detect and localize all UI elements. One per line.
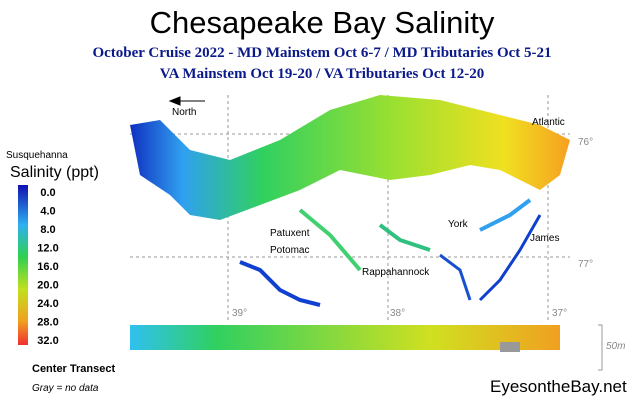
subtitle: VA Mainstem Oct 19-20 / VA Tributaries O… [160,66,484,82]
center-transect-profile [130,325,560,350]
legend-label: 28.0 [37,317,58,329]
transect-title: Center Transect [32,363,115,375]
legend-label: 8.0 [40,224,55,236]
legend-label: 0.0 [40,187,55,199]
grid-label: 37° [552,308,567,319]
place-label: Potomac [270,245,309,256]
place-label: James [530,233,559,244]
place-label: Patuxent [270,228,310,239]
legend-title: Salinity (ppt) [10,164,99,181]
place-label: Atlantic [532,117,565,128]
bay-water [130,95,570,307]
depth-scale [598,324,603,371]
grid-label: 77° [578,259,593,270]
north-arrow [168,96,205,106]
legend-label: 12.0 [37,243,58,255]
grid-label: 76° [578,137,593,148]
place-label: Susquehanna [6,150,68,161]
subtitle: October Cruise 2022 - MD Mainstem Oct 6-… [92,45,551,61]
legend-label: 16.0 [37,261,58,273]
labels: 0.0 4.0 8.0 12.0 16.0 20.0 24.0 28.0 32.0 Susqueh… [6,117,593,347]
title: Chesapeake Bay Salinity [150,5,495,40]
color-bar [18,185,28,345]
place-label: Rappahannock [362,267,430,278]
credit: EyesontheBay.net [490,377,627,396]
no-data-area [500,342,520,352]
grid-label: 39° [232,308,247,319]
legend-label: 24.0 [37,298,58,310]
grid-label: 38° [390,308,405,319]
legend-label: 32.0 [37,335,58,347]
transect-note: Gray = no data [32,383,99,394]
depth-label: 50m [606,341,625,352]
north-label: North [172,107,196,118]
place-label: York [448,219,469,230]
legend-label: 4.0 [40,206,55,218]
legend-label: 20.0 [37,280,58,292]
